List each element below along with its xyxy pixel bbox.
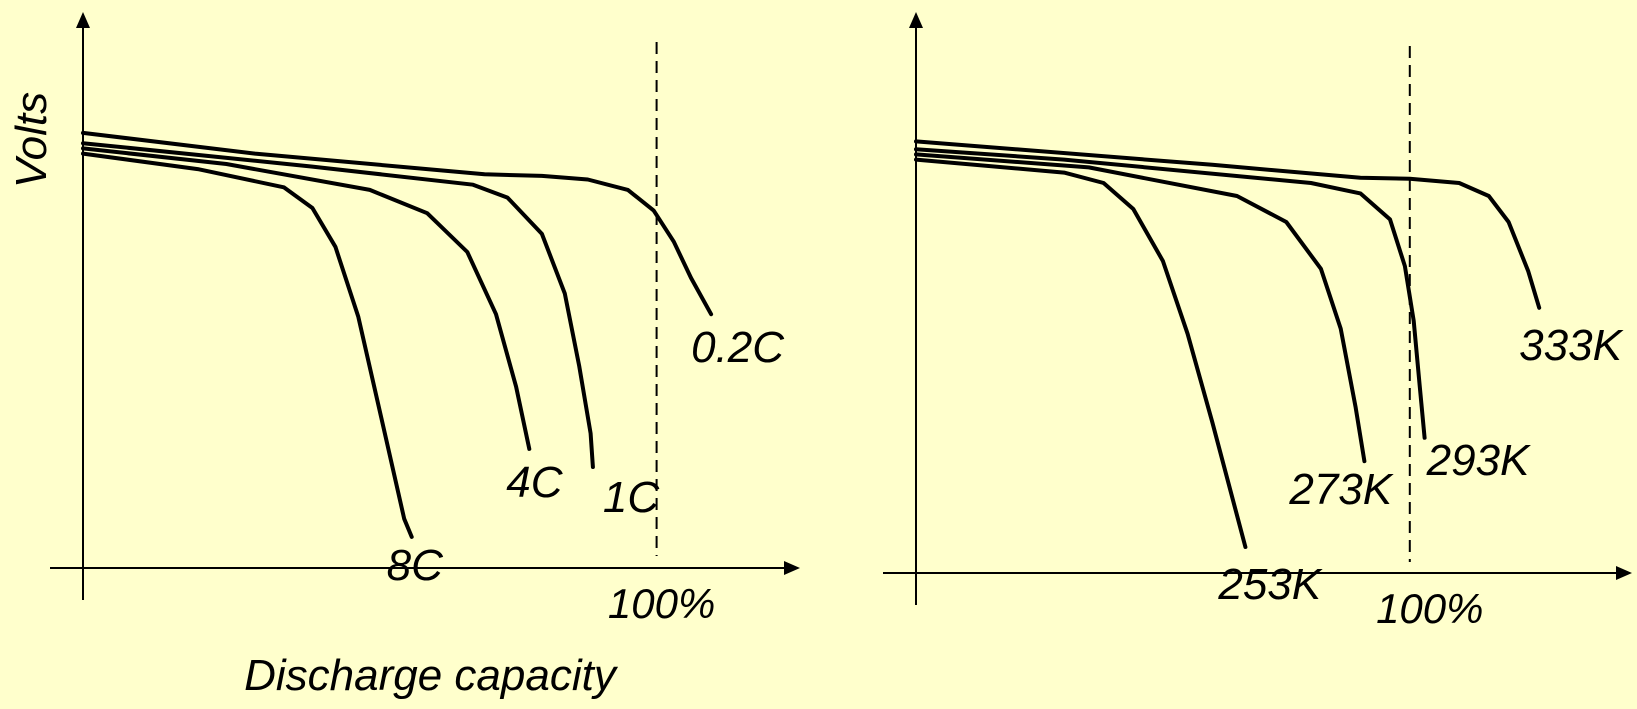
- chart-panel-2: 100% 333K 293K 273K 253K: [883, 12, 1632, 632]
- x-axis-arrowhead: [784, 561, 800, 575]
- series-label-1C: 1C: [603, 473, 660, 522]
- curve-333K: [914, 139, 1542, 310]
- series-label-0_2C: 0.2C: [691, 323, 785, 372]
- curve-253K: [914, 157, 1248, 549]
- curve-1C: [81, 141, 595, 469]
- y-axis-title: Volts: [7, 92, 56, 188]
- reference-line-label: 100%: [608, 580, 715, 627]
- curve-8C: [81, 151, 414, 539]
- curve-273K: [914, 152, 1367, 464]
- x-axis-title: Discharge capacity: [244, 651, 619, 700]
- reference-line-label: 100%: [1376, 585, 1483, 632]
- y-axis-arrowhead: [76, 12, 90, 28]
- series-label-253K: 253K: [1217, 560, 1322, 609]
- curve-4C: [81, 146, 532, 451]
- series-label-293K: 293K: [1426, 436, 1531, 485]
- y-axis-arrowhead: [909, 12, 923, 28]
- series-label-4C: 4C: [506, 458, 563, 507]
- curve-0_2C: [81, 130, 714, 317]
- series-label-333K: 333K: [1519, 321, 1623, 370]
- series-label-273K: 273K: [1288, 465, 1393, 514]
- series-label-8C: 8C: [387, 541, 444, 590]
- x-axis-arrowhead: [1616, 566, 1632, 580]
- chart-panel-1: 100% 0.2C 1C 4C 8C Discharge capacity Volts: [7, 12, 800, 700]
- curve-293K: [914, 147, 1427, 440]
